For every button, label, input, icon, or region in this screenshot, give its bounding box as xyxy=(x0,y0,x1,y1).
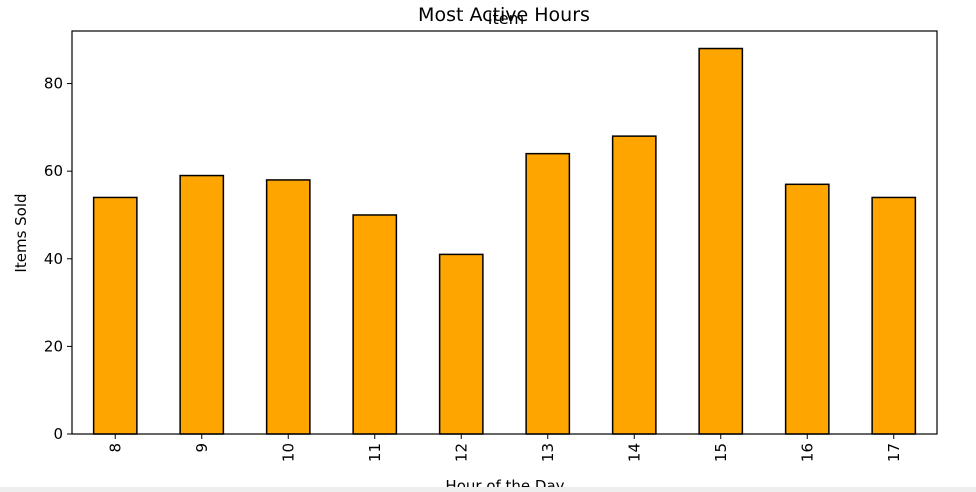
y-tick-label: 0 xyxy=(53,425,63,443)
x-axis: 8 9 10 11 12 13 14 15 16 17 xyxy=(106,434,903,462)
y-tick-label: 60 xyxy=(44,162,63,180)
x-tick-label: 11 xyxy=(366,443,384,462)
x-tick-label: 16 xyxy=(798,443,816,462)
bar-hour-12 xyxy=(438,253,484,435)
y-tick-label: 20 xyxy=(44,337,63,355)
y-axis: 0 20 40 60 80 xyxy=(44,75,72,443)
chart-subtitle: Item xyxy=(488,9,524,28)
y-tick-label: 40 xyxy=(44,250,63,268)
bar-hour-13 xyxy=(525,152,571,435)
x-tick-label: 13 xyxy=(539,443,557,462)
bottom-strip xyxy=(0,487,976,492)
bar-hour-9 xyxy=(179,174,225,435)
bar-hour-17 xyxy=(871,196,917,435)
bar-hour-14 xyxy=(611,135,657,435)
x-tick-label: 15 xyxy=(712,443,730,462)
x-tick-label: 17 xyxy=(885,443,903,462)
bar-hour-16 xyxy=(784,183,830,435)
x-tick-label: 10 xyxy=(279,443,297,462)
bar-hour-15 xyxy=(698,47,744,435)
x-tick-label: 8 xyxy=(106,443,124,453)
y-axis-label: Items Sold xyxy=(12,193,30,272)
bars-layer xyxy=(92,47,917,435)
bar-hour-8 xyxy=(92,196,138,435)
y-tick-label: 80 xyxy=(44,75,63,93)
x-tick-label: 9 xyxy=(193,443,211,453)
plot-frame xyxy=(71,30,938,435)
x-tick-label: 14 xyxy=(625,443,643,462)
bar-hour-10 xyxy=(265,179,311,435)
chart-title: Most Active Hours xyxy=(418,4,590,26)
bar-hour-11 xyxy=(352,214,398,435)
x-tick-label: 12 xyxy=(452,443,470,462)
